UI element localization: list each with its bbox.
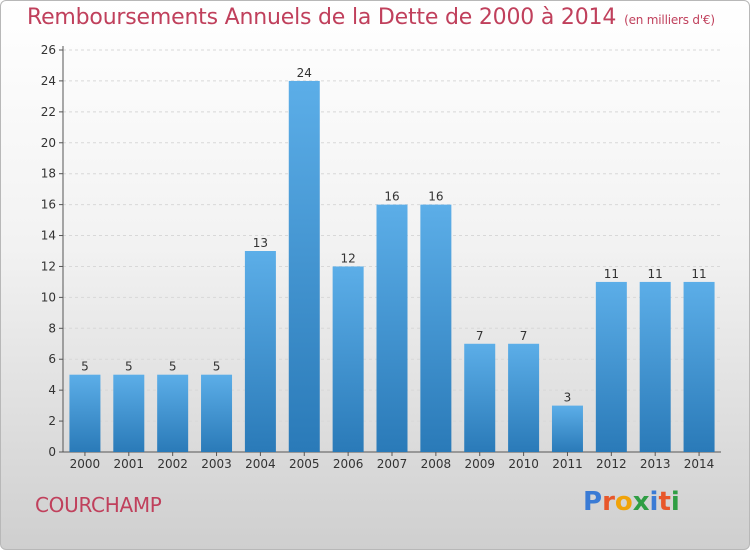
- y-tick-label: 24: [41, 74, 56, 88]
- chart-title-text: Remboursements Annuels de la Dette de 20…: [27, 5, 617, 30]
- data-label-2005: 24: [297, 66, 312, 80]
- bar-2009: [464, 343, 496, 452]
- bar-2008: [420, 204, 452, 452]
- location-name: COURCHAMP: [35, 493, 162, 517]
- bar-2012: [595, 281, 627, 452]
- x-tick-label-2001: 2001: [114, 457, 145, 471]
- logo-letter: x: [632, 487, 650, 517]
- logo-letter: i: [670, 487, 680, 517]
- logo-letter: P: [583, 487, 603, 517]
- y-tick-label: 12: [41, 259, 56, 273]
- y-tick-label: 10: [41, 290, 56, 304]
- data-label-2013: 11: [648, 267, 663, 281]
- x-tick-label-2002: 2002: [157, 457, 188, 471]
- data-label-2001: 5: [125, 360, 133, 374]
- chart-unit: (en milliers d'€): [624, 13, 715, 27]
- data-label-2010: 7: [520, 329, 528, 343]
- y-tick-label: 6: [48, 352, 56, 366]
- x-tick-label-2004: 2004: [245, 457, 276, 471]
- logo-letter: o: [614, 487, 633, 517]
- y-tick-label: 8: [48, 321, 56, 335]
- data-label-2004: 13: [253, 236, 268, 250]
- x-tick-label-2008: 2008: [421, 457, 452, 471]
- logo-letter: r: [602, 487, 615, 517]
- bar-2013: [639, 281, 671, 452]
- bar-2014: [683, 281, 715, 452]
- y-tick-label: 22: [41, 105, 56, 119]
- y-tick-label: 18: [41, 167, 56, 181]
- bar-2004: [244, 251, 276, 452]
- y-tick-label: 14: [41, 229, 56, 243]
- x-tick-label-2013: 2013: [640, 457, 671, 471]
- bar-2001: [113, 374, 145, 452]
- logo-letter: i: [649, 487, 659, 517]
- data-label-2007: 16: [384, 190, 399, 204]
- bar-2000: [69, 374, 101, 452]
- data-label-2012: 11: [604, 267, 619, 281]
- data-label-2014: 11: [691, 267, 706, 281]
- bar-2005: [288, 80, 320, 452]
- x-tick-label-2014: 2014: [684, 457, 715, 471]
- x-tick-label-2011: 2011: [552, 457, 583, 471]
- x-tick-label-2005: 2005: [289, 457, 320, 471]
- bar-2010: [508, 343, 540, 452]
- x-tick-label-2009: 2009: [464, 457, 495, 471]
- x-tick-label-2006: 2006: [333, 457, 364, 471]
- x-tick-label-2012: 2012: [596, 457, 627, 471]
- logo-letter: t: [658, 487, 671, 517]
- proxiti-logo: Proxiti: [583, 487, 680, 517]
- y-tick-label: 26: [41, 43, 56, 57]
- y-tick-label: 2: [48, 414, 56, 428]
- label-layer: 5 2000 5 2001 5 2002 5 2003 13 2004 24 2005 12 2006 16…: [70, 66, 715, 471]
- bar-2002: [157, 374, 189, 452]
- bar-2007: [376, 204, 408, 452]
- y-tick-label: 16: [41, 198, 56, 212]
- y-tick-label: 4: [48, 383, 56, 397]
- data-label-2009: 7: [476, 329, 484, 343]
- data-label-2000: 5: [81, 360, 89, 374]
- x-tick-label-2007: 2007: [377, 457, 408, 471]
- bar-layer: [69, 80, 715, 452]
- chart-title: Remboursements Annuels de la Dette de 20…: [27, 5, 715, 30]
- x-tick-label-2010: 2010: [508, 457, 539, 471]
- bar-2003: [201, 374, 233, 452]
- data-label-2011: 3: [564, 391, 572, 405]
- bar-2006: [332, 266, 364, 452]
- data-label-2002: 5: [169, 360, 177, 374]
- x-tick-label-2000: 2000: [70, 457, 101, 471]
- x-tick-label-2003: 2003: [201, 457, 232, 471]
- data-label-2003: 5: [213, 360, 221, 374]
- y-tick-label: 20: [41, 136, 56, 150]
- data-label-2008: 16: [428, 190, 443, 204]
- data-label-2006: 12: [340, 251, 355, 265]
- bar-2011: [551, 405, 583, 452]
- y-tick-label: 0: [48, 445, 56, 459]
